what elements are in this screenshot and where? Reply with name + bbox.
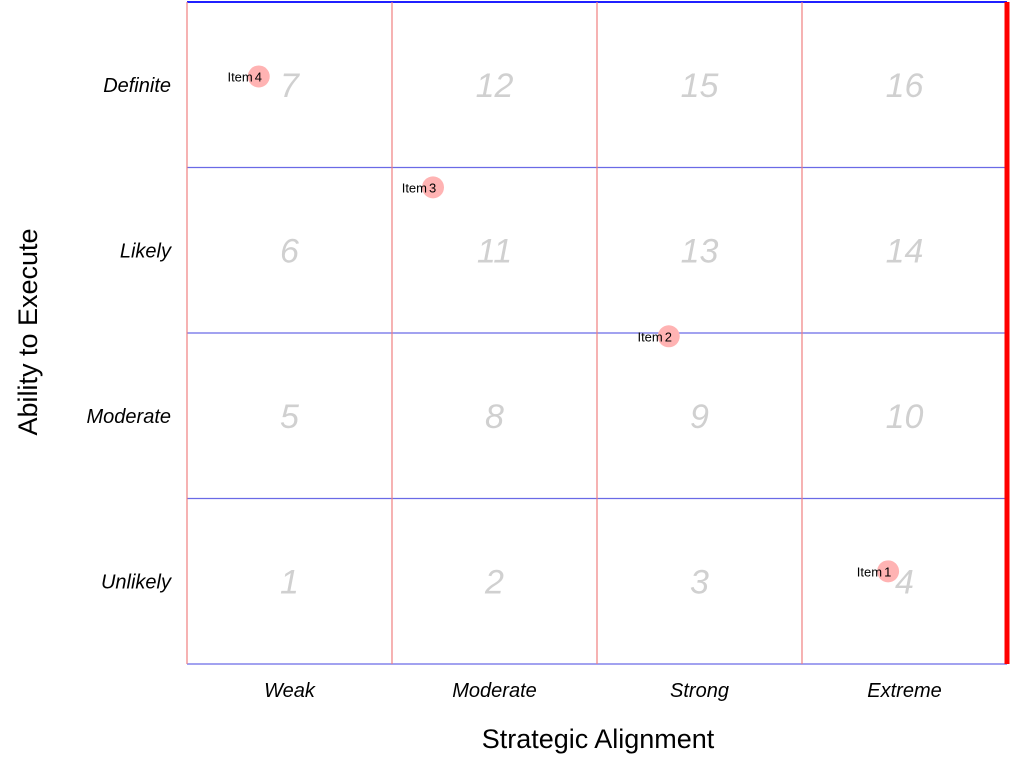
y-tick-label: Definite [103,75,171,97]
data-point-label: Item [637,329,662,344]
cell-score-label: 11 [477,232,512,270]
data-point [877,560,900,583]
cell-score-label: 14 [886,232,924,270]
data-point [422,176,444,199]
data-point [247,65,270,88]
x-tick-label: Strong [670,680,729,702]
data-point [657,325,680,348]
data-point-number: 2 [665,329,672,344]
x-tick-label: Weak [264,680,316,702]
cell-scores-layer: 1 2 3 45 8 9 106 11 13 147 12 15 16 [280,67,923,602]
cell-score-label: 6 [280,232,299,270]
cell-score-label: 7 [280,67,300,105]
y-tick-label: Moderate [87,406,172,428]
cell-score-label: 2 [484,563,504,601]
cell-score-label: 12 [476,67,514,105]
y-axis-title: Ability to Execute [13,228,43,435]
cell-score-label: 16 [886,67,924,105]
cell-score-label: 3 [690,563,709,601]
cell-score-label: 1 [280,563,299,601]
cell-score-label: 13 [681,232,719,270]
cell-score-label: 10 [886,398,924,436]
x-tick-label: Extreme [867,680,941,702]
x-axis-title: Strategic Alignment [482,724,715,754]
cell-score-label: 5 [280,398,299,436]
y-tick-label: Likely [120,240,172,262]
axis-labels-layer: Weak Moderate Strong Extreme Unlikely Moderat… [87,75,942,702]
cell-score-label: 4 [895,563,914,601]
grid-layer [186,1,1010,665]
y-tick-label: Unlikely [101,571,172,593]
data-point-number: 4 [255,69,262,84]
cell-score-label: 8 [485,398,504,436]
x-tick-label: Moderate [452,680,537,702]
data-point-number: 1 [884,564,891,579]
data-point-label: Item [227,69,252,84]
data-point-label: Item [857,564,882,579]
data-point-number: 3 [429,180,436,195]
cell-score-label: 15 [681,67,719,105]
cell-score-label: 9 [690,398,709,436]
data-point-label: Item [402,180,427,195]
